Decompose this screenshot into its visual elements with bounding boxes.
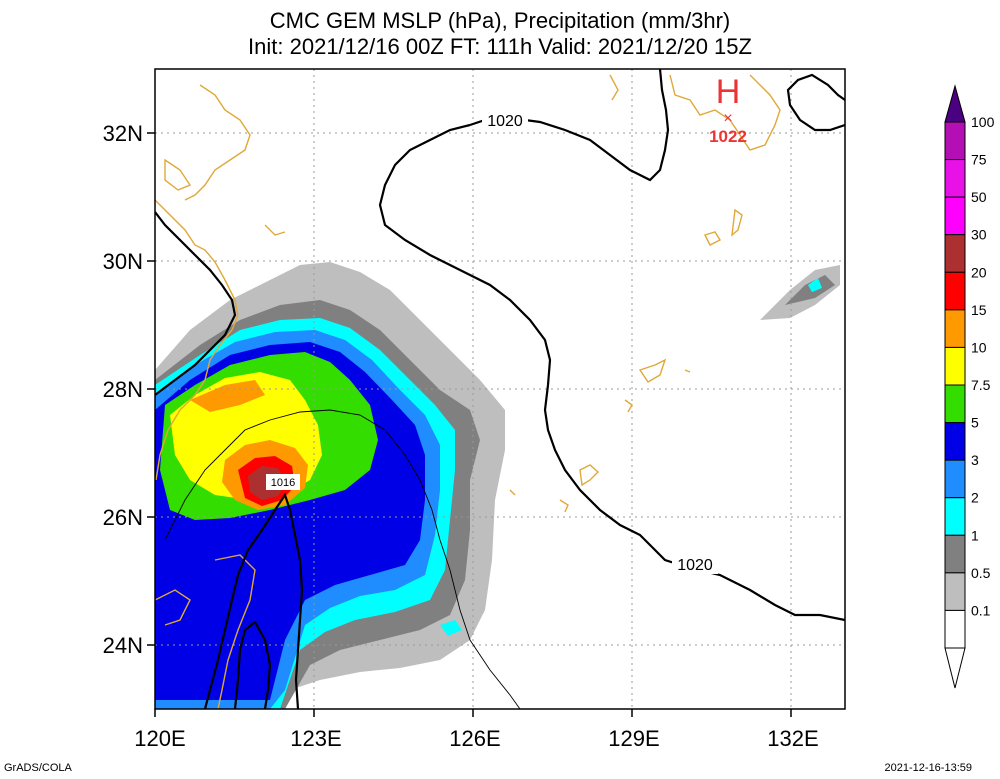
colorbar-swatch (944, 459, 966, 499)
latitude-labels: 32N 30N 28N 26N 24N (103, 121, 143, 658)
isobar-1016-inner (233, 620, 272, 709)
lat-label: 26N (103, 505, 143, 530)
colorbar-swatch (944, 422, 966, 461)
colorbar-tick-label: 75 (971, 152, 987, 168)
lon-label: 123E (290, 726, 341, 751)
precip-colorbar: 100 75 50 30 20 15 10 7.5 5 3 2 1 0.5 0.1 (944, 84, 995, 689)
colorbar-tick-label: 7.5 (971, 377, 991, 393)
colorbar-tick-label: 5 (971, 415, 979, 431)
lat-label: 28N (103, 377, 143, 402)
lon-label: 129E (608, 726, 659, 751)
colorbar-swatch (944, 121, 966, 161)
colorbar-top-arrow (944, 84, 966, 123)
colorbar-tick-label: 30 (971, 227, 987, 243)
colorbar-tick-label: 0.5 (971, 565, 991, 581)
lat-label: 32N (103, 121, 143, 146)
colorbar-swatch (944, 497, 966, 536)
axis-ticks (147, 132, 792, 717)
track-line (164, 409, 521, 709)
colorbar-swatch (944, 234, 966, 273)
isobar-1020-ne (786, 73, 845, 132)
colorbar-swatch (944, 309, 966, 348)
lat-label: 30N (103, 249, 143, 274)
high-pressure-x-mark: × (723, 110, 732, 127)
coastlines (155, 74, 781, 709)
lon-label: 126E (449, 726, 500, 751)
colorbar-tick-label: 3 (971, 452, 979, 468)
colorbar-tick-label: 10 (971, 339, 987, 355)
high-pressure-value: 1022 (709, 127, 747, 146)
map-area: 1020 1020 1016 H × 1022 (155, 69, 845, 709)
lat-label: 24N (103, 633, 143, 658)
lon-label: 132E (767, 726, 818, 751)
longitude-labels: 120E 123E 126E 129E 132E (134, 726, 818, 751)
isobar-label-1016: 1016 (271, 477, 295, 489)
map-title: CMC GEM MSLP (hPa), Precipitation (mm/3h… (269, 8, 731, 33)
colorbar-swatch (944, 196, 966, 236)
colorbar-swatch (944, 271, 966, 311)
colorbar-tick-label: 0.1 (971, 602, 991, 618)
colorbar-swatch (944, 609, 966, 649)
colorbar-swatch (944, 346, 966, 386)
map-subtitle: Init: 2021/12/16 00Z FT: 111h Valid: 202… (248, 34, 752, 59)
precip-band-7.5-n (190, 380, 265, 412)
precip-band-1-small (440, 620, 462, 636)
colorbar-tick-label: 20 (971, 264, 987, 280)
isobar-label-1020-north: 1020 (487, 113, 523, 130)
colorbar-swatch (944, 534, 966, 574)
colorbar-swatch (944, 384, 966, 424)
colorbar-tick-label: 2 (971, 490, 979, 506)
precip-band-0.5-ne (785, 275, 835, 305)
precipitation-field (155, 262, 840, 709)
isobar-label-1020-south: 1020 (677, 557, 713, 574)
colorbar-tick-label: 100 (971, 114, 995, 130)
colorbar-tick-label: 50 (971, 189, 987, 205)
colorbar-tick-label: 1 (971, 527, 979, 543)
colorbar-swatch (944, 572, 966, 611)
footer-credit: GrADS/COLA (4, 762, 72, 774)
precip-band-1-ne (808, 278, 822, 292)
colorbar-tick-label: 15 (971, 302, 987, 318)
isobar-1016 (203, 492, 304, 709)
colorbar-swatch (944, 159, 966, 198)
lon-label: 120E (134, 726, 185, 751)
isobar-1020-west (155, 211, 237, 396)
colorbar-bottom-arrow (944, 647, 966, 689)
footer-timestamp: 2021-12-16-13:59 (884, 762, 972, 774)
high-pressure-symbol: H (716, 73, 741, 111)
